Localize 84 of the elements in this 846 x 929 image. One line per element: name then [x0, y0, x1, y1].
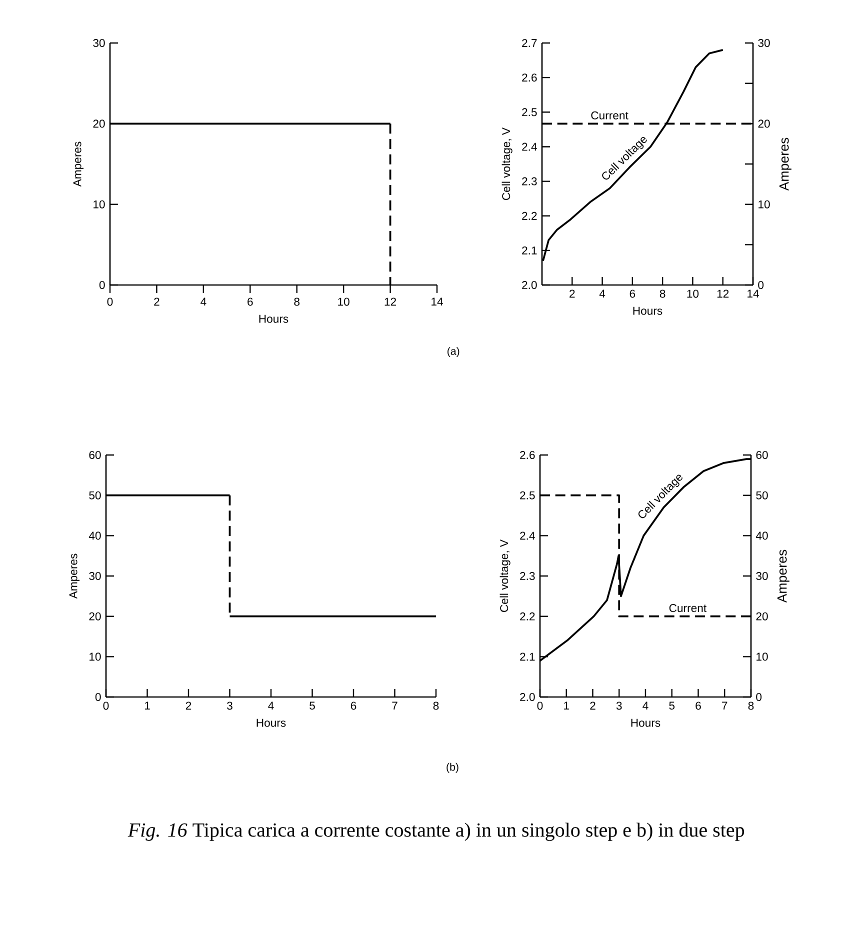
y-tick-label: 2.1 [522, 246, 537, 254]
x-tick-label: 5 [669, 702, 675, 710]
y-tick-label: 10 [90, 652, 101, 661]
x-tick-label: 2 [570, 290, 575, 298]
y2-axis-title: Amperes [777, 550, 790, 603]
y-tick-label: 2.5 [520, 491, 535, 500]
series-label: Current [591, 111, 628, 120]
x-tick-label: 3 [616, 702, 622, 710]
x-tick-label: 0 [107, 298, 113, 306]
x-tick-label: 4 [642, 702, 648, 710]
y-tick-label: 2.5 [522, 108, 537, 116]
x-tick-label: 5 [310, 702, 315, 710]
y-tick-label: 20 [89, 612, 101, 620]
y2-tick-label: 20 [758, 120, 770, 128]
text: (b) [446, 762, 458, 773]
x-tick-label: 2 [154, 298, 160, 306]
x-tick-label: 0 [537, 702, 543, 710]
x-tick-label: 8 [294, 298, 300, 306]
y2-tick-label: 10 [758, 200, 770, 208]
text: Fig. 16 Tipica carica a corrente costante a) in un singolo step e b) in due step [128, 822, 744, 841]
text: (a) [448, 347, 460, 358]
x-tick-label: 3 [227, 702, 232, 710]
y-tick-label: 2.3 [522, 177, 537, 186]
y2-axis-title: Amperes [779, 138, 792, 191]
x-axis-title: Hours [633, 306, 662, 315]
y-tick-label: 2.4 [522, 142, 537, 151]
y-axis-title: Cell voltage, V [502, 128, 512, 200]
x-tick-label: 4 [268, 702, 274, 710]
x-tick-label: 8 [433, 702, 439, 710]
y2-tick-label: 10 [756, 652, 768, 661]
y-tick-label: 2.0 [520, 693, 535, 702]
y2-tick-label: 60 [756, 451, 768, 460]
x-axis-title: Hours [256, 718, 286, 727]
y-axis-title: Amperes [73, 142, 84, 187]
x-tick-label: 4 [599, 290, 606, 298]
x-tick-label: 7 [392, 702, 398, 710]
y-axis-title: Amperes [69, 554, 80, 599]
y-tick-label: 2.1 [520, 652, 535, 661]
x-tick-label: 6 [248, 298, 253, 306]
y-tick-label: 2.4 [520, 532, 535, 540]
y-tick-label: 0 [99, 281, 105, 290]
y2-tick-label: 30 [756, 572, 768, 580]
y2-tick-label: 0 [756, 693, 762, 702]
x-tick-label: 12 [384, 298, 396, 306]
x-axis-title: Hours [259, 314, 288, 323]
y-tick-label: 40 [88, 532, 101, 540]
x-tick-label: 2 [590, 702, 596, 710]
series-label: Current [669, 604, 706, 612]
y-tick-label: 50 [89, 491, 101, 500]
x-tick-label: 14 [748, 290, 759, 298]
y2-tick-label: 40 [756, 532, 768, 540]
y-axis-title: Cell voltage, V [500, 540, 510, 612]
x-tick-label: 1 [144, 702, 150, 710]
x-tick-label: 2 [186, 702, 192, 710]
x-tick-label: 10 [687, 290, 699, 298]
y-tick-label: 2.6 [520, 451, 535, 460]
x-tick-label: 8 [660, 290, 666, 298]
y2-tick-label: 30 [758, 39, 770, 48]
x-tick-label: 4 [200, 298, 206, 306]
x-tick-label: 8 [748, 702, 754, 710]
x-tick-label: 6 [350, 702, 356, 710]
y-tick-label: 0 [95, 693, 101, 702]
x-tick-label: 14 [432, 298, 443, 306]
y-tick-label: 30 [89, 572, 101, 580]
x-tick-label: 12 [717, 290, 729, 298]
y-tick-label: 2.2 [520, 612, 535, 620]
y-tick-label: 10 [94, 200, 105, 208]
x-tick-label: 6 [696, 702, 701, 710]
y2-tick-label: 50 [756, 491, 768, 500]
x-tick-label: 6 [630, 290, 636, 298]
y-tick-label: 60 [89, 451, 101, 460]
y-tick-label: 2.2 [522, 212, 537, 220]
y-tick-label: 2.6 [522, 74, 537, 82]
x-tick-label: 7 [722, 702, 728, 710]
y-tick-label: 2.7 [522, 39, 537, 47]
y-tick-label: 30 [93, 39, 105, 48]
x-tick-label: 1 [564, 702, 569, 710]
y2-tick-label: 20 [756, 612, 768, 620]
x-axis-title: Hours [631, 718, 660, 727]
y-tick-label: 2.0 [522, 281, 537, 290]
y-tick-label: 2.3 [520, 572, 535, 580]
x-tick-label: 10 [338, 298, 350, 306]
y-tick-label: 20 [93, 120, 105, 128]
y2-tick-label: 0 [758, 281, 764, 290]
